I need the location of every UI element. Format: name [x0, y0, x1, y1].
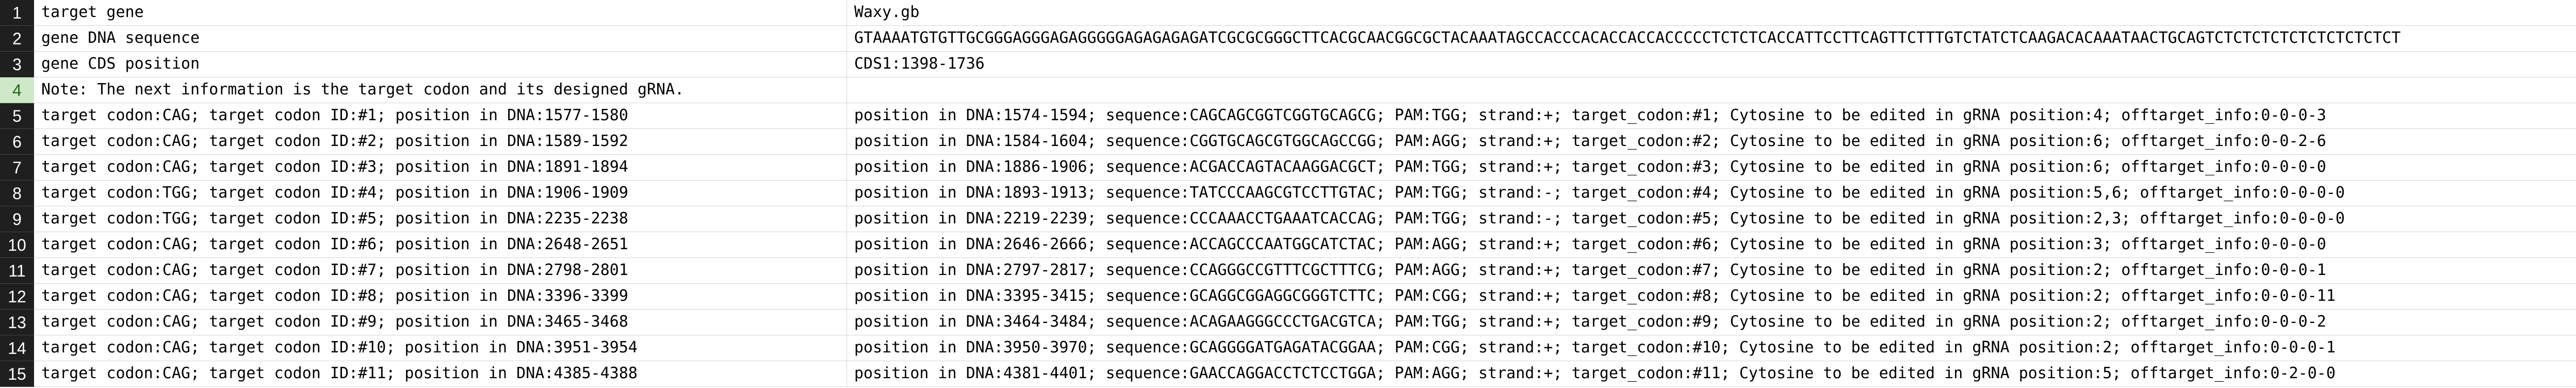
row-header[interactable]: 8	[0, 181, 34, 206]
cell-column-a[interactable]: target codon:CAG; target codon ID:#1; po…	[34, 103, 847, 129]
cell-column-a[interactable]: target codon:CAG; target codon ID:#2; po…	[34, 129, 847, 155]
row-header[interactable]: 5	[0, 103, 34, 129]
cell-column-a[interactable]: gene CDS position	[34, 52, 847, 77]
cell-column-a[interactable]: target gene	[34, 0, 847, 26]
sheet-row: 4 Note: The next information is the targ…	[0, 77, 2576, 103]
row-header[interactable]: 7	[0, 155, 34, 181]
row-header[interactable]: 12	[0, 284, 34, 310]
row-header[interactable]: 9	[0, 206, 34, 232]
sheet-row: 5 target codon:CAG; target codon ID:#1; …	[0, 103, 2576, 129]
cell-column-b[interactable]: position in DNA:4381-4401; sequence:GAAC…	[847, 361, 2576, 387]
sheet-row: 15 target codon:CAG; target codon ID:#11…	[0, 361, 2576, 387]
cell-column-b[interactable]: CDS1:1398-1736	[847, 52, 2576, 77]
cell-column-a[interactable]: target codon:TGG; target codon ID:#5; po…	[34, 206, 847, 232]
cell-column-b[interactable]	[847, 77, 2576, 103]
row-header[interactable]: 15	[0, 361, 34, 387]
sheet-row: 1 target gene Waxy.gb	[0, 0, 2576, 26]
cell-column-b[interactable]: position in DNA:2797-2817; sequence:CCAG…	[847, 258, 2576, 284]
row-header[interactable]: 14	[0, 335, 34, 361]
sheet-row: 10 target codon:CAG; target codon ID:#6;…	[0, 232, 2576, 258]
cell-column-b[interactable]: position in DNA:1886-1906; sequence:ACGA…	[847, 155, 2576, 181]
cell-column-a[interactable]: Note: The next information is the target…	[34, 77, 847, 103]
cell-column-b[interactable]: position in DNA:3464-3484; sequence:ACAG…	[847, 310, 2576, 335]
cell-column-b[interactable]: position in DNA:3395-3415; sequence:GCAG…	[847, 284, 2576, 310]
sheet-row: 6 target codon:CAG; target codon ID:#2; …	[0, 129, 2576, 155]
row-header[interactable]: 10	[0, 232, 34, 258]
row-header[interactable]: 1	[0, 0, 34, 26]
cell-column-a[interactable]: target codon:CAG; target codon ID:#9; po…	[34, 310, 847, 335]
row-header[interactable]: 2	[0, 26, 34, 52]
row-header[interactable]: 3	[0, 52, 34, 77]
sheet-row: 2 gene DNA sequence GTAAAATGTGTTGCGGGAGG…	[0, 26, 2576, 52]
sheet-row: 11 target codon:CAG; target codon ID:#7;…	[0, 258, 2576, 284]
cell-column-a[interactable]: target codon:CAG; target codon ID:#8; po…	[34, 284, 847, 310]
cell-column-a[interactable]: target codon:CAG; target codon ID:#6; po…	[34, 232, 847, 258]
cell-column-b[interactable]: position in DNA:1584-1604; sequence:CGGT…	[847, 129, 2576, 155]
row-header[interactable]: 11	[0, 258, 34, 284]
cell-column-b[interactable]: position in DNA:1574-1594; sequence:CAGC…	[847, 103, 2576, 129]
sheet-row: 8 target codon:TGG; target codon ID:#4; …	[0, 181, 2576, 206]
cell-column-b[interactable]: GTAAAATGTGTTGCGGGAGGGAGAGGGGGAGAGAGAGATC…	[847, 26, 2576, 52]
sheet-row: 12 target codon:CAG; target codon ID:#8;…	[0, 284, 2576, 310]
row-header[interactable]: 13	[0, 310, 34, 335]
cell-column-a[interactable]: gene DNA sequence	[34, 26, 847, 52]
sheet-row: 14 target codon:CAG; target codon ID:#10…	[0, 335, 2576, 361]
sheet-row: 9 target codon:TGG; target codon ID:#5; …	[0, 206, 2576, 232]
cell-column-b[interactable]: position in DNA:2646-2666; sequence:ACCA…	[847, 232, 2576, 258]
cell-column-b[interactable]: position in DNA:1893-1913; sequence:TATC…	[847, 181, 2576, 206]
cell-column-a[interactable]: target codon:CAG; target codon ID:#10; p…	[34, 335, 847, 361]
row-header-selected[interactable]: 4	[0, 77, 34, 103]
cell-column-a[interactable]: target codon:TGG; target codon ID:#4; po…	[34, 181, 847, 206]
cell-column-b[interactable]: Waxy.gb	[847, 0, 2576, 26]
row-header[interactable]: 6	[0, 129, 34, 155]
sheet-row: 7 target codon:CAG; target codon ID:#3; …	[0, 155, 2576, 181]
sheet-row: 13 target codon:CAG; target codon ID:#9;…	[0, 310, 2576, 335]
sheet-row: 3 gene CDS position CDS1:1398-1736	[0, 52, 2576, 77]
cell-column-a[interactable]: target codon:CAG; target codon ID:#3; po…	[34, 155, 847, 181]
cell-column-a[interactable]: target codon:CAG; target codon ID:#7; po…	[34, 258, 847, 284]
cell-column-b[interactable]: position in DNA:3950-3970; sequence:GCAG…	[847, 335, 2576, 361]
cell-column-b[interactable]: position in DNA:2219-2239; sequence:CCCA…	[847, 206, 2576, 232]
cell-column-a[interactable]: target codon:CAG; target codon ID:#11; p…	[34, 361, 847, 387]
